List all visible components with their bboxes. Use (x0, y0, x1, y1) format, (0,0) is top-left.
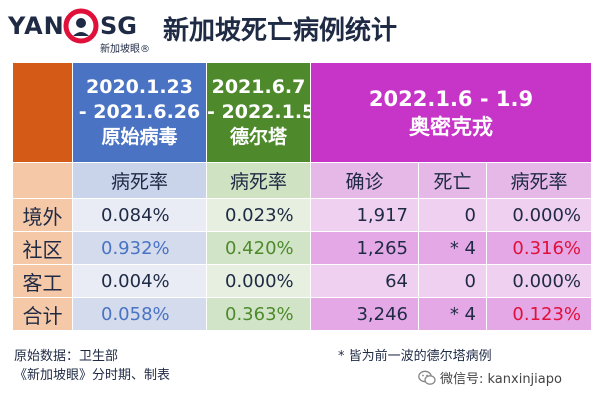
period-delta-name: 德尔塔 (229, 126, 287, 148)
omicron-rate-cell: 0.000% (485, 198, 593, 232)
omicron-rate-cell: 0.000% (485, 264, 593, 298)
logo-left-text: YAN (8, 12, 65, 40)
original-rate-cell: 0.084% (72, 198, 207, 232)
row-label: 境外 (12, 198, 73, 232)
period-delta-start: 2021.6.7 (211, 76, 306, 98)
subheader-confirmed: 确诊 (310, 162, 419, 199)
subheader-deaths: 死亡 (418, 162, 487, 199)
period-original-name: 原始病毒 (101, 126, 178, 148)
delta-rate-cell: 0.420% (206, 231, 311, 265)
omicron-rate-cell: 0.316% (485, 231, 593, 265)
deaths-cell: * 4 (418, 297, 487, 331)
period-delta-end: - 2022.1.5 (207, 101, 311, 123)
delta-rate-cell: 0.363% (206, 297, 311, 331)
header: YAN SG 新加坡眼® 新加坡死亡病例统计 (0, 0, 601, 58)
omicron-rate-cell: 0.123% (485, 297, 593, 331)
row-label: 合计 (12, 297, 73, 331)
table-row: 合计 0.058% 0.363% 3,246 * 4 0.123% (12, 297, 593, 331)
footer-source: 原始数据：卫生部 《新加坡眼》分时期、制表 (14, 347, 170, 385)
deaths-cell: 0 (418, 198, 487, 232)
deaths-cell: 0 (418, 264, 487, 298)
footnote: * 皆为前一波的德尔塔病例 (338, 349, 492, 364)
period-omicron-range: 2022.1.6 - 1.9 (368, 86, 534, 111)
period-original-start: 2020.1.23 (86, 76, 193, 98)
page-title: 新加坡死亡病例统计 (163, 16, 398, 46)
delta-rate-cell: 0.023% (206, 198, 311, 232)
delta-rate-cell: 0.000% (206, 264, 311, 298)
period-original: 2020.1.23 - 2021.6.26 原始病毒 (72, 62, 207, 163)
logo-right-text: SG (100, 12, 137, 40)
row-label: 社区 (12, 231, 73, 265)
subheader-delta-rate: 病死率 (206, 162, 311, 199)
wechat-id: 微信号: kanxinjiapo (440, 372, 562, 387)
confirmed-cell: 1,265 (310, 231, 419, 265)
table-row: 社区 0.932% 0.420% 1,265 * 4 0.316% (12, 231, 593, 265)
subheader-omicron-rate: 病死率 (485, 162, 593, 199)
period-header-row: 2020.1.23 - 2021.6.26 原始病毒 2021.6.7 - 20… (12, 62, 593, 163)
confirmed-cell: 1,917 (310, 198, 419, 232)
logo: YAN SG 新加坡眼® (8, 8, 158, 55)
period-delta: 2021.6.7 - 2022.1.5 德尔塔 (206, 62, 311, 163)
confirmed-cell: 64 (310, 264, 419, 298)
period-omicron: 2022.1.6 - 1.9 奥密克戎 (309, 62, 593, 163)
logo-mark-icon (63, 8, 99, 44)
wechat-icon (418, 370, 436, 385)
logo-sub-text: 新加坡眼® (100, 44, 150, 55)
period-omicron-name: 奥密克戎 (409, 114, 494, 139)
original-rate-cell: 0.932% (72, 231, 207, 265)
confirmed-cell: 3,246 (310, 297, 419, 331)
credit-text: 《新加坡眼》分时期、制表 (14, 368, 171, 383)
death-stats-table: 2020.1.23 - 2021.6.26 原始病毒 2021.6.7 - 20… (12, 62, 593, 331)
original-rate-cell: 0.058% (72, 297, 207, 331)
subheader-row: 病死率 病死率 确诊 死亡 病死率 (12, 162, 593, 199)
row-label: 客工 (12, 264, 73, 298)
source-text: 原始数据：卫生部 (14, 349, 119, 364)
corner-cell (12, 62, 73, 163)
table-row: 客工 0.004% 0.000% 64 0 0.000% (12, 264, 593, 298)
original-rate-cell: 0.004% (72, 264, 207, 298)
subheader-blank (12, 162, 73, 199)
period-original-end: - 2021.6.26 (78, 101, 201, 123)
subheader-original-rate: 病死率 (72, 162, 207, 199)
table-row: 境外 0.084% 0.023% 1,917 0 0.000% (12, 198, 593, 232)
deaths-cell: * 4 (418, 231, 487, 265)
wechat-watermark: 微信号: kanxinjiapo (418, 368, 562, 387)
